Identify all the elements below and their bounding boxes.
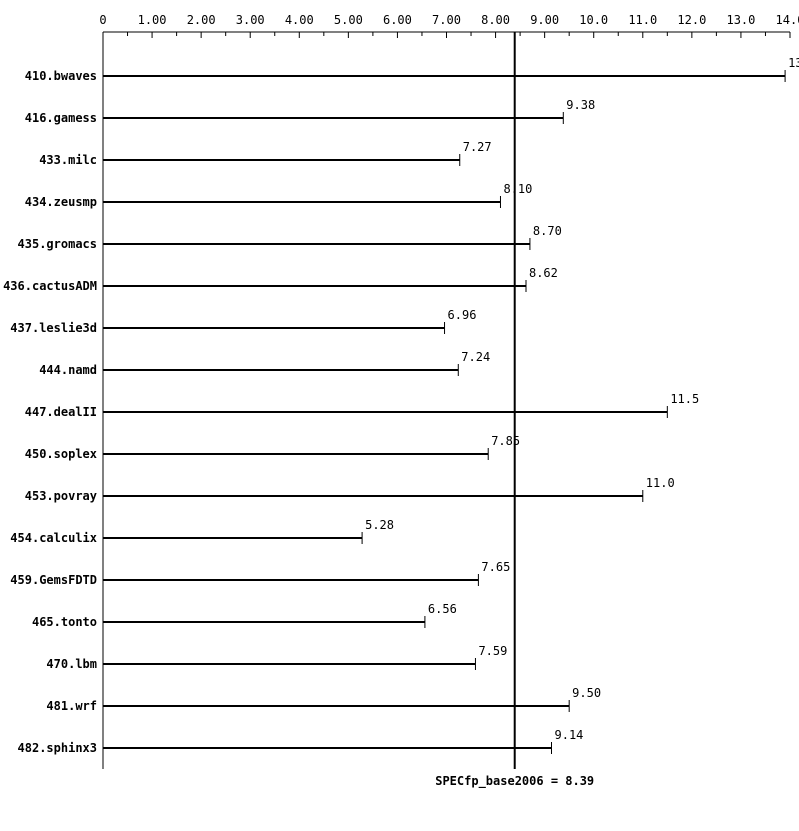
- chart-canvas: 0 1.00 2.00 3.00 4.00 5.00 6.00 7.00 8.00 9.00 10.…: [0, 0, 799, 831]
- benchmark-label: 453.povray: [25, 489, 97, 503]
- benchmark-label: 482.sphinx3: [18, 741, 97, 755]
- benchmark-value: 7.27: [463, 140, 492, 154]
- benchmark-value: 13.9: [788, 56, 799, 70]
- x-tick-label: 6.00: [383, 13, 412, 27]
- x-tick-label: 10.0: [579, 13, 608, 27]
- benchmark-value: 5.28: [365, 518, 394, 532]
- x-tick-label: 0: [99, 13, 106, 27]
- benchmark-label: 437.leslie3d: [10, 321, 97, 335]
- x-tick-label: 2.00: [187, 13, 216, 27]
- x-tick-label: 11.0: [628, 13, 657, 27]
- benchmark-value: 8.10: [503, 182, 532, 196]
- benchmark-label: 454.calculix: [10, 531, 97, 545]
- benchmark-label: 410.bwaves: [25, 69, 97, 83]
- benchmark-label: 434.zeusmp: [25, 195, 97, 209]
- benchmark-label: 459.GemsFDTD: [10, 573, 97, 587]
- benchmark-value: 8.62: [529, 266, 558, 280]
- benchmark-label: 447.dealII: [25, 405, 97, 419]
- x-tick-label: 4.00: [285, 13, 314, 27]
- x-tick-label: 3.00: [236, 13, 265, 27]
- benchmark-label: 481.wrf: [46, 699, 97, 713]
- benchmark-label: 450.soplex: [25, 447, 97, 461]
- benchmark-value: 9.50: [572, 686, 601, 700]
- benchmark-label: 444.namd: [39, 363, 97, 377]
- benchmark-value: 11.0: [646, 476, 675, 490]
- x-tick-label: 8.00: [481, 13, 510, 27]
- benchmark-value: 9.14: [555, 728, 584, 742]
- x-tick-label: 1.00: [138, 13, 167, 27]
- benchmark-value: 6.56: [428, 602, 457, 616]
- benchmark-label: 435.gromacs: [18, 237, 97, 251]
- x-tick-label: 9.00: [530, 13, 559, 27]
- x-tick-label: 7.00: [432, 13, 461, 27]
- benchmark-value: 7.24: [461, 350, 490, 364]
- x-tick-label: 12.0: [677, 13, 706, 27]
- benchmark-value: 9.38: [566, 98, 595, 112]
- benchmark-value: 6.96: [448, 308, 477, 322]
- benchmark-chart: 0 1.00 2.00 3.00 4.00 5.00 6.00 7.00 8.00 9.00 10.…: [0, 0, 799, 831]
- x-tick-label: 13.0: [726, 13, 755, 27]
- x-tick-label: 14.0: [776, 13, 799, 27]
- benchmark-value: 7.59: [478, 644, 507, 658]
- benchmark-label: 465.tonto: [32, 615, 97, 629]
- benchmark-label: 436.cactusADM: [3, 279, 97, 293]
- benchmark-label: 433.milc: [39, 153, 97, 167]
- reference-label: SPECfp_base2006 = 8.39: [435, 774, 594, 789]
- benchmark-value: 8.70: [533, 224, 562, 238]
- benchmark-label: 470.lbm: [46, 657, 97, 671]
- benchmark-label: 416.gamess: [25, 111, 97, 125]
- benchmark-value: 7.65: [481, 560, 510, 574]
- benchmark-value: 7.85: [491, 434, 520, 448]
- x-tick-label: 5.00: [334, 13, 363, 27]
- benchmark-value: 11.5: [670, 392, 699, 406]
